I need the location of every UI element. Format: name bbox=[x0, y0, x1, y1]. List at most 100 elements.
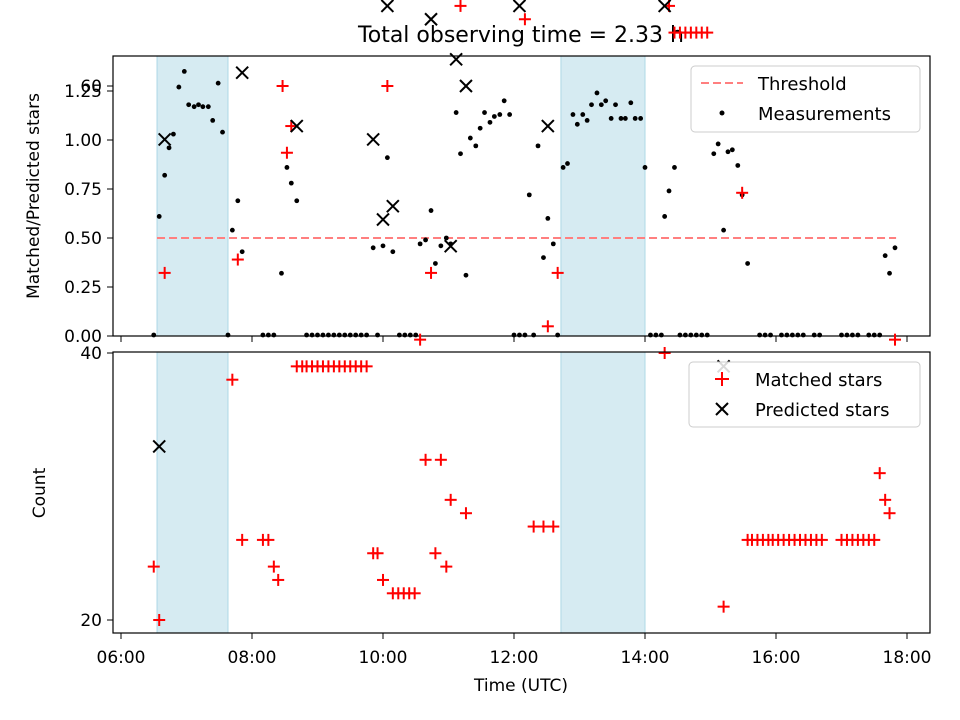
matched-point bbox=[717, 600, 730, 613]
matched-point bbox=[658, 347, 671, 359]
top-legend-box bbox=[690, 65, 921, 133]
bottom-panel: 20406080100120 06:0008:0010:0012:0014:00… bbox=[30, 0, 932, 696]
bottom-x-tick-label: 08:00 bbox=[228, 648, 277, 668]
measurement-point bbox=[653, 332, 659, 338]
shaded-interval-1 bbox=[156, 55, 229, 337]
matched-point bbox=[736, 186, 749, 199]
matched-point bbox=[360, 360, 373, 373]
measurement-point bbox=[800, 332, 806, 338]
top-legend: Threshold Measurements bbox=[690, 65, 921, 133]
measurement-point bbox=[210, 118, 216, 123]
measurement-point bbox=[380, 243, 386, 249]
measurement-point bbox=[423, 237, 428, 243]
measurement-point bbox=[550, 241, 556, 247]
matched-point bbox=[262, 533, 275, 546]
measurement-point bbox=[677, 332, 683, 338]
measurement-point bbox=[433, 261, 438, 266]
measurement-point bbox=[715, 141, 721, 147]
measurement-point bbox=[628, 100, 634, 106]
matched-point bbox=[371, 547, 384, 560]
measurement-point bbox=[162, 172, 168, 178]
bottom-y-ticks: 20406080100120 bbox=[80, 77, 113, 631]
measurement-point bbox=[721, 227, 726, 233]
top-plot-marks bbox=[151, 69, 898, 338]
predicted-point bbox=[512, 0, 527, 13]
measurement-point bbox=[279, 270, 284, 276]
measurement-point bbox=[699, 332, 705, 338]
measurement-point bbox=[517, 332, 522, 338]
measurement-point bbox=[638, 116, 644, 121]
measurement-point bbox=[396, 332, 402, 338]
predicted-point bbox=[449, 52, 463, 67]
measurement-point bbox=[642, 165, 648, 170]
measurement-point bbox=[260, 332, 266, 338]
predicted-point bbox=[541, 119, 555, 133]
measurement-point bbox=[229, 227, 235, 233]
matched-point bbox=[444, 493, 457, 506]
predicted-point bbox=[380, 0, 395, 13]
predicted-point bbox=[290, 119, 304, 133]
measurement-point bbox=[662, 214, 668, 219]
legend-predicted-label: Predicted stars bbox=[755, 400, 889, 421]
measurement-point bbox=[608, 116, 614, 121]
measurement-point bbox=[413, 332, 419, 338]
measurement-point bbox=[618, 116, 624, 121]
matched-point bbox=[226, 373, 239, 386]
measurement-point bbox=[784, 332, 790, 338]
measurement-point bbox=[288, 180, 294, 186]
matched-point bbox=[883, 507, 896, 520]
bottom-y-tick-label: 20 bbox=[80, 611, 102, 631]
matched-point bbox=[147, 560, 160, 573]
measurement-point bbox=[186, 102, 192, 108]
legend-threshold-label: Threshold bbox=[757, 74, 847, 95]
measurement-point bbox=[507, 112, 513, 117]
measurement-point bbox=[320, 332, 326, 338]
measurement-point bbox=[342, 332, 348, 338]
top-y-tick-label: 1.00 bbox=[64, 131, 102, 151]
measurement-point bbox=[482, 110, 487, 115]
matched-point bbox=[280, 146, 293, 159]
measurement-point bbox=[795, 332, 801, 338]
measurement-point bbox=[522, 332, 528, 338]
measurement-point bbox=[463, 272, 469, 278]
top-y-axis-label: Matched/Predicted stars bbox=[24, 93, 44, 299]
predicted-point bbox=[366, 132, 380, 147]
measurement-point bbox=[757, 332, 763, 338]
matched-point bbox=[236, 533, 249, 546]
measurement-point bbox=[497, 112, 503, 117]
matched-point bbox=[381, 80, 394, 92]
measurement-point bbox=[598, 102, 604, 108]
measurement-point bbox=[265, 332, 271, 338]
measurement-point bbox=[196, 102, 201, 108]
measurement-point bbox=[220, 129, 225, 135]
matched-point bbox=[158, 266, 171, 279]
matched-point bbox=[425, 266, 438, 279]
top-panel: Total observing time = 2.33 h 0.000.250.… bbox=[24, 23, 931, 347]
top-y-tick-label: 0.25 bbox=[64, 278, 102, 298]
measurement-point bbox=[364, 332, 370, 338]
top-axes-frame bbox=[112, 55, 931, 337]
matched-point bbox=[153, 614, 166, 626]
legend-measurements-swatch bbox=[719, 110, 725, 116]
measurement-point bbox=[844, 332, 850, 338]
measurement-point bbox=[531, 332, 537, 338]
measurement-point bbox=[877, 332, 883, 338]
measurement-point bbox=[205, 104, 211, 110]
measurement-point bbox=[171, 131, 176, 137]
top-shaded-intervals bbox=[156, 55, 646, 337]
measurement-point bbox=[176, 84, 182, 90]
shaded-interval-2 bbox=[560, 55, 646, 337]
measurement-point bbox=[315, 332, 320, 338]
measurement-point bbox=[541, 255, 546, 260]
bottom-x-tick-label: 14:00 bbox=[621, 648, 670, 668]
measurement-point bbox=[589, 102, 594, 108]
measurement-point bbox=[438, 243, 444, 249]
matched-point bbox=[429, 547, 442, 560]
predicted-point bbox=[376, 212, 390, 227]
measurement-point bbox=[672, 165, 677, 170]
matched-point bbox=[272, 573, 285, 586]
measurement-point bbox=[467, 135, 473, 141]
measurement-point bbox=[850, 332, 855, 338]
matched-point bbox=[873, 467, 886, 480]
matched-point bbox=[868, 533, 881, 546]
